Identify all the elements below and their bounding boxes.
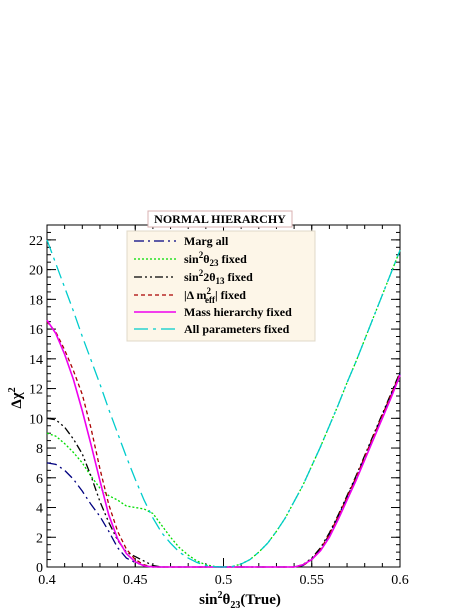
y-tick-label: 2	[36, 531, 43, 546]
x-tick-label: 0.45	[123, 573, 148, 588]
x-tick-label: 0.55	[300, 573, 325, 588]
chart-title: NORMAL HIERARCHY	[154, 212, 286, 226]
legend-box	[126, 230, 316, 342]
series-line-2	[46, 371, 401, 568]
y-tick-label: 16	[29, 323, 43, 338]
y-tick-label: 8	[36, 442, 43, 457]
x-tick-label: 0.5	[215, 573, 233, 588]
legend-label-s13-fixed: sin22θ13 fixed	[184, 268, 253, 286]
y-tick-label: 4	[36, 502, 43, 517]
y-axis-title: Δχ2	[7, 387, 25, 408]
legend-label-mass-hierarchy: Mass hierarchy fixed	[184, 305, 292, 319]
y-tick-label: 10	[29, 412, 43, 427]
x-tick-label: 0.6	[391, 573, 409, 588]
axis-ticks	[46, 224, 401, 568]
series-layer	[46, 239, 401, 568]
legend-samples	[134, 240, 176, 330]
y-tick-label: 14	[29, 353, 43, 368]
y-tick-label: 0	[36, 561, 43, 576]
y-tick-label: 18	[29, 293, 43, 308]
series-line-0	[46, 373, 401, 568]
y-tick-label: 12	[29, 383, 43, 398]
title-box: NORMAL HIERARCHY	[147, 210, 293, 228]
y-tick-label: 6	[36, 472, 43, 487]
legend-label-s23-fixed: sin2θ23 fixed	[184, 250, 247, 268]
legend: Marg all sin2θ23 fixed sin22θ13 fixed |Δ…	[126, 230, 316, 342]
y-tick-label: 20	[29, 264, 43, 279]
series-line-5	[46, 239, 401, 568]
x-axis-title: sin2θ23(True)	[199, 590, 281, 611]
legend-label-dm-fixed: |Δ m2 eff| fixed	[184, 286, 246, 305]
x-tick-label: 0.4	[38, 573, 56, 588]
series-line-4	[46, 319, 401, 568]
y-tick-label: 22	[29, 234, 43, 249]
tick-labels: 0.4 0.45 0.5 0.55 0.6 0 2 4 6 8 10 12 14 16 18 20 22	[29, 234, 409, 588]
series-line-3	[46, 321, 401, 568]
legend-label-marg-all: Marg all	[184, 234, 229, 248]
legend-label-all-parameters: All parameters fixed	[184, 322, 290, 336]
